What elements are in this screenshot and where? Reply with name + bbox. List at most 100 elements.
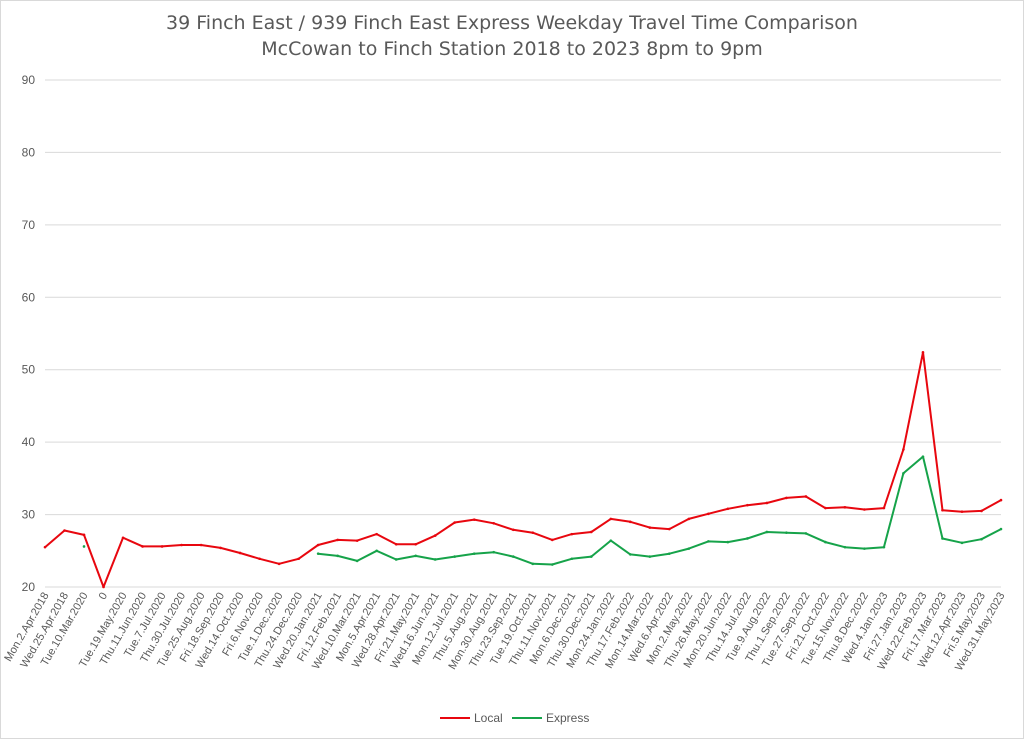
data-point-express (472, 552, 476, 555)
data-point-express (960, 541, 964, 545)
data-point-express (511, 555, 515, 558)
data-point-local (375, 532, 378, 536)
data-point-local (785, 496, 788, 500)
data-point-express (824, 540, 827, 544)
data-point-express (336, 554, 339, 558)
data-point-express (746, 537, 749, 540)
data-point-local (141, 545, 144, 548)
data-point-express (531, 562, 535, 566)
data-point-local (570, 532, 574, 536)
data-point-local (863, 508, 866, 511)
x-tick-label: 0 (97, 591, 110, 602)
data-point-local (43, 545, 47, 549)
y-tick-label: 60 (22, 290, 36, 304)
data-point-express (629, 553, 632, 556)
data-point-express (921, 455, 925, 458)
data-point-express (609, 539, 613, 542)
data-point-express (316, 552, 320, 555)
data-point-express (414, 554, 417, 558)
data-point-local (882, 506, 886, 510)
data-point-local (707, 512, 710, 516)
data-point-local (941, 508, 944, 512)
legend-label-express: Express (546, 711, 589, 725)
series-line-express (317, 455, 1002, 566)
data-point-local (804, 495, 808, 498)
data-point-local (921, 351, 925, 354)
data-point-local (531, 531, 535, 534)
data-point-local (238, 551, 242, 555)
data-point-express (648, 555, 652, 558)
data-point-local (102, 585, 105, 589)
data-point-express (687, 547, 691, 550)
y-tick-label: 30 (22, 508, 36, 522)
data-point-local (511, 528, 515, 532)
data-point-local (472, 518, 476, 521)
data-point-express (804, 532, 808, 535)
data-point-local (336, 538, 339, 542)
data-point-express (843, 545, 847, 549)
y-tick-label: 50 (22, 363, 36, 377)
data-point-express (453, 555, 457, 558)
data-point-express (863, 547, 866, 550)
y-tick-label: 70 (22, 218, 36, 232)
data-point-local (902, 448, 905, 451)
data-point-express (433, 558, 437, 561)
data-point-local (394, 542, 398, 546)
data-point-local (199, 543, 203, 547)
data-point-local (492, 521, 496, 525)
y-tick-label: 80 (22, 145, 36, 159)
data-point-local (648, 526, 652, 529)
data-point-local (960, 510, 964, 513)
legend-label-local: Local (474, 711, 503, 725)
data-point-local (629, 520, 632, 524)
series-line-local (44, 351, 1002, 588)
data-point-express (570, 557, 574, 561)
data-point-express (550, 563, 554, 566)
data-point-local (121, 536, 125, 540)
data-point-local (687, 517, 691, 521)
data-point-express (999, 527, 1003, 531)
data-point-express (394, 558, 398, 561)
data-point-express (375, 549, 378, 553)
data-point-local (550, 538, 554, 542)
data-point-local (980, 509, 983, 513)
data-point-local (277, 562, 281, 566)
y-tick-label: 90 (22, 73, 36, 87)
data-point-local (453, 521, 457, 524)
data-point-local (765, 501, 769, 505)
data-point-local (668, 527, 671, 531)
data-point-express (668, 552, 671, 555)
data-point-local (824, 506, 827, 510)
data-point-local (258, 557, 261, 561)
data-point-express (902, 471, 905, 475)
chart-subtitle: McCowan to Finch Station 2018 to 2023 8p… (261, 38, 763, 60)
data-point-local (63, 529, 66, 532)
data-point-express (82, 545, 86, 548)
data-point-express (765, 530, 769, 534)
data-point-express (785, 531, 788, 534)
data-point-local (297, 557, 300, 561)
data-point-express (941, 537, 944, 540)
data-point-local (589, 530, 593, 534)
data-point-local (609, 517, 613, 521)
data-point-local (746, 503, 749, 507)
data-point-local (433, 534, 437, 537)
data-point-local (414, 542, 417, 546)
data-point-express (726, 540, 730, 544)
y-tick-label: 40 (22, 435, 36, 449)
data-point-local (843, 506, 847, 509)
data-point-local (82, 533, 86, 537)
data-point-express (980, 537, 983, 541)
chart-title: 39 Finch East / 939 Finch East Express W… (166, 12, 858, 34)
data-point-local (316, 543, 320, 547)
data-point-express (707, 540, 710, 543)
data-point-local (160, 545, 164, 548)
data-point-local (999, 498, 1003, 502)
y-tick-label: 20 (22, 580, 36, 594)
data-point-local (219, 546, 222, 550)
data-point-express (492, 550, 496, 554)
data-point-express (355, 559, 359, 563)
data-point-local (355, 539, 359, 542)
data-point-local (726, 507, 730, 511)
